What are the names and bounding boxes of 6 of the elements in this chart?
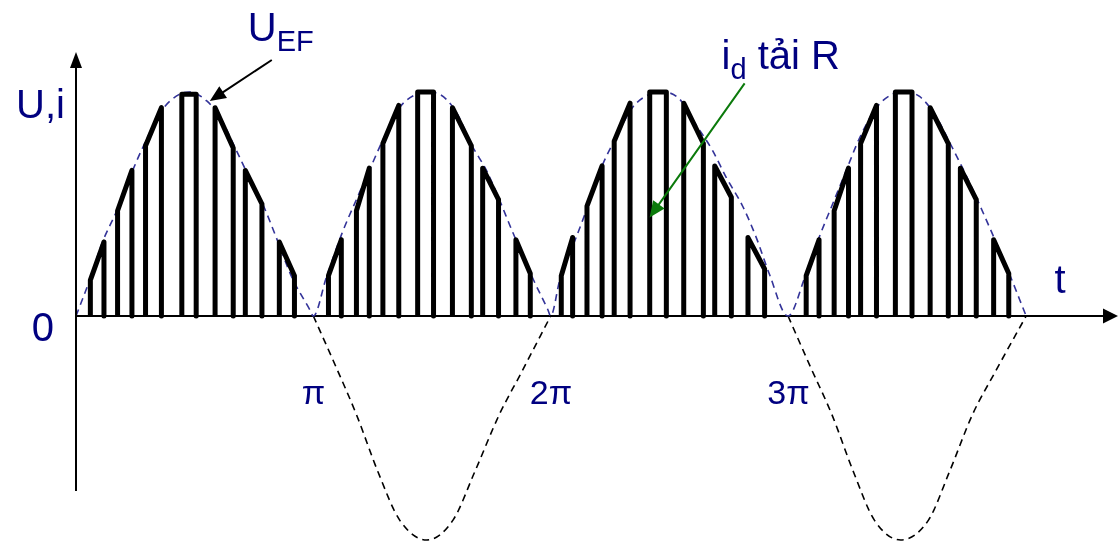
x-tick-label: 3π — [767, 372, 810, 411]
x-axis-title: t — [1054, 257, 1066, 301]
x-tick-label: π — [301, 372, 326, 411]
y-axis-title: U,i — [16, 82, 65, 126]
x-tick-label: 2π — [529, 372, 573, 411]
annotation: 0 — [31, 305, 54, 350]
